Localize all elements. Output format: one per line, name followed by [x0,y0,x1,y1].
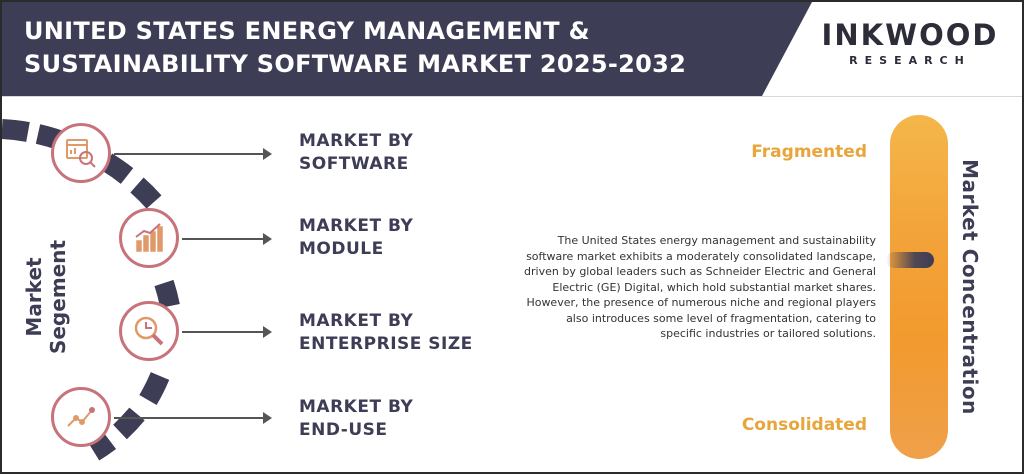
arrow-end-use [114,412,272,424]
page-title: UNITED STATES ENERGY MANAGEMENT & SUSTAI… [24,15,764,81]
arc-segment [139,372,170,406]
header-band [2,2,812,96]
segment-module: MARKET BY MODULE [299,216,414,259]
analytics-search-icon [51,123,111,183]
arc-segment [88,432,117,461]
segment-software: MARKET BY SOFTWARE [299,131,414,174]
arc-segment [130,177,162,209]
arc-segment [2,119,30,142]
magnifier-pie-icon [119,301,179,361]
concentration-description: The United States energy management and … [524,234,876,340]
segment-end-use: MARKET BY END-USE [299,397,414,440]
title-line-1: UNITED STATES ENERGY MANAGEMENT & [24,17,590,45]
line-trend-icon [51,387,111,447]
logo-main-text: INKWOOD [821,18,999,52]
concentration-marker [886,252,934,268]
arrow-module [182,233,272,245]
market-concentration-label: Market Concentration [958,159,982,415]
inkwood-logo: INKWOOD RESEARCH [814,18,1006,67]
header-divider [2,96,1022,97]
arrow-software [114,148,272,160]
arc-segment [101,153,134,184]
concentration-bar [890,115,948,459]
header: UNITED STATES ENERGY MANAGEMENT & SUSTAI… [2,2,1022,96]
arc-segment [113,407,145,440]
arrow-enterprise-size [182,326,272,338]
logo-sub-text: RESEARCH [849,54,971,67]
bar-chart-growth-icon [119,208,179,268]
fragmented-label: Fragmented [751,142,867,162]
consolidated-label: Consolidated [741,415,867,435]
title-line-2: SUSTAINABILITY SOFTWARE MARKET 2025-2032 [24,50,687,78]
market-segment-label: Market Segement [22,239,70,355]
arc-segment [154,279,180,309]
segment-enterprise-size: MARKET BY ENTERPRISE SIZE [299,311,473,354]
